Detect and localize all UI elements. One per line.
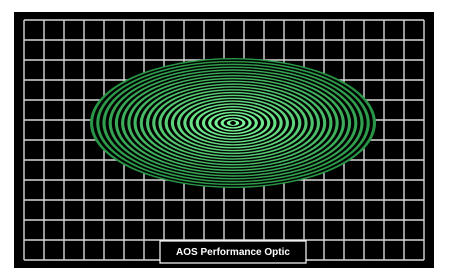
caption-text: AOS Performance Optic	[176, 247, 290, 258]
optic-center	[231, 121, 236, 125]
optic-rings	[90, 58, 376, 188]
optic-graphic: AOS Performance Optic	[0, 0, 449, 279]
page: AOS Performance Optic (() => { const dat…	[0, 0, 449, 279]
